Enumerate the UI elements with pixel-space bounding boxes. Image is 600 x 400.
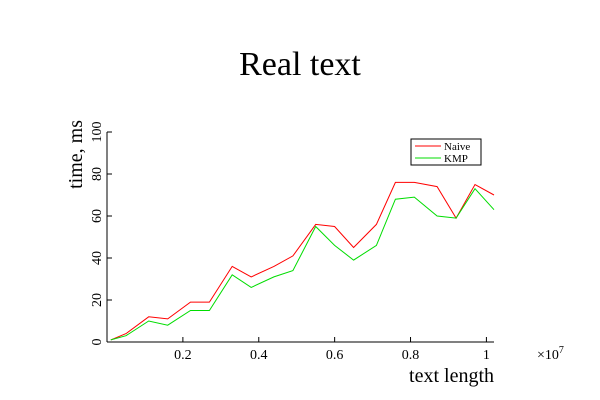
x-tick-label: 0.4 — [250, 348, 268, 363]
x-tick-label: 0.8 — [402, 348, 420, 363]
series-layer — [110, 181, 495, 341]
legend: Naive KMP — [410, 138, 482, 166]
x-tick-label: 0.2 — [174, 348, 192, 363]
y-tick-label: 100 — [90, 122, 105, 143]
plot-axes: 0.2 0.4 0.6 0.8 1 0 20 40 60 80 100 — [90, 122, 494, 363]
legend-label-naive: Naive — [444, 141, 470, 153]
y-tick-label: 40 — [90, 251, 105, 265]
chart-title: Real text — [239, 46, 361, 83]
legend-box — [410, 138, 482, 166]
series-line-kmp — [110, 187, 495, 341]
y-axis-label: time, ms — [65, 120, 87, 189]
x-tick-label: 0.6 — [326, 348, 344, 363]
x-multiplier-base: ×10 — [537, 348, 559, 363]
series-line-naive — [110, 181, 495, 341]
y-tick-label: 0 — [90, 339, 105, 346]
legend-label-kmp: KMP — [444, 153, 468, 165]
y-tick-label: 60 — [90, 209, 105, 223]
x-axis-label: text length — [409, 365, 494, 387]
x-tick-label: 1 — [483, 348, 490, 363]
x-multiplier: ×107 — [537, 345, 564, 363]
x-multiplier-exponent: 7 — [559, 345, 564, 356]
y-tick-label: 20 — [90, 293, 105, 307]
y-tick-label: 80 — [90, 167, 105, 181]
